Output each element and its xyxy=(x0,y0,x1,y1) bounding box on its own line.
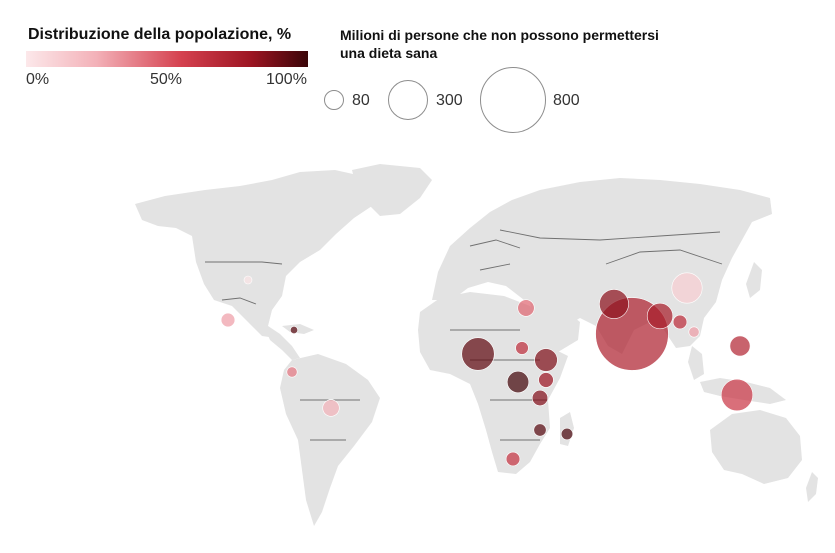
australia-land xyxy=(710,410,802,484)
bubble-mozambique xyxy=(533,423,547,437)
color-legend-title: Distribuzione della popolazione, % xyxy=(28,26,292,43)
bubble-mexico xyxy=(220,312,236,328)
bubble-philippines xyxy=(729,335,751,357)
border-europe xyxy=(469,239,521,271)
size-legend-circle-small xyxy=(324,90,344,110)
bubble-myanmar xyxy=(672,314,688,330)
bubble-brazil xyxy=(322,399,340,417)
new-zealand-land xyxy=(806,472,818,502)
bubble-kenya xyxy=(538,372,554,388)
arabia-land xyxy=(530,300,580,352)
size-legend-circle-medium xyxy=(388,80,428,120)
color-scale-bar xyxy=(26,51,308,67)
greenland-land xyxy=(352,164,432,216)
eurasia-land xyxy=(432,178,772,354)
size-legend-label-large: 800 xyxy=(553,92,580,109)
bubble-ethiopia xyxy=(534,348,558,372)
bubble-colombia xyxy=(286,366,298,378)
bubble-haiti xyxy=(289,325,298,334)
border-russia xyxy=(499,229,721,241)
central-america-land xyxy=(262,322,300,360)
bubble-pakistan xyxy=(599,289,629,319)
bubble-layer xyxy=(220,272,754,467)
border-china xyxy=(605,249,723,265)
size-legend-label-small: 80 xyxy=(352,92,370,109)
country-borders xyxy=(205,229,723,441)
caribbean-land xyxy=(282,324,314,334)
border-usa-canada xyxy=(205,261,283,265)
bubble-dr-congo xyxy=(506,370,530,394)
japan-land xyxy=(746,262,762,298)
africa-land xyxy=(418,292,568,474)
bubble-tanzania xyxy=(531,389,549,407)
size-legend-label-medium: 300 xyxy=(436,92,463,109)
north-america-land xyxy=(135,170,378,338)
bubble-egypt xyxy=(517,299,535,317)
bubble-sudan xyxy=(515,341,529,355)
bubble-bangladesh xyxy=(646,302,674,330)
southeast-asia-land xyxy=(688,346,704,380)
bubble-south-africa xyxy=(505,451,521,467)
border-africa xyxy=(450,329,548,441)
border-usa-mexico xyxy=(221,297,257,305)
size-legend-circle-large xyxy=(480,67,546,133)
bubble-madagascar xyxy=(560,427,574,441)
bubble-nigeria xyxy=(461,337,495,371)
bubble-united-states xyxy=(243,275,253,285)
color-tick-50: 50% xyxy=(150,71,183,88)
color-tick-100: 100% xyxy=(266,71,307,88)
color-tick-0: 0% xyxy=(26,71,50,88)
bubble-vietnam xyxy=(688,326,700,338)
size-legend-title: Milioni di persone che non possono perme… xyxy=(340,27,659,61)
bubble-china xyxy=(671,272,703,304)
bubble-indonesia xyxy=(720,378,754,412)
